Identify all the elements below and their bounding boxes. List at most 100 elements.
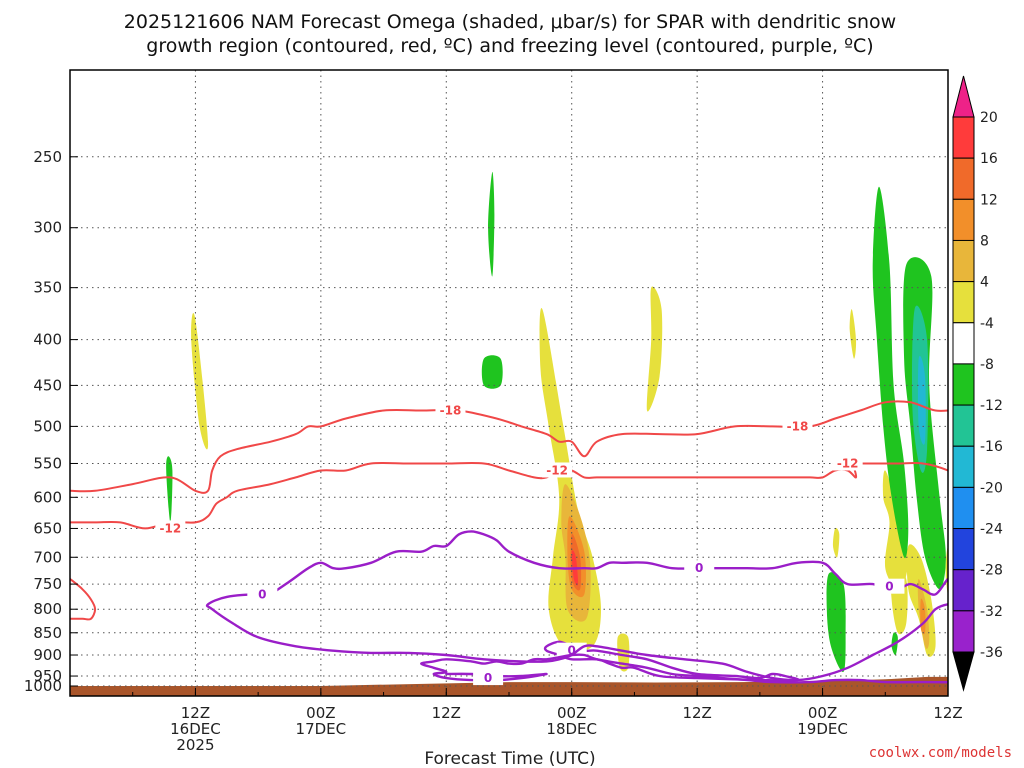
y-tick-label: 250 bbox=[33, 148, 62, 166]
colorbar-label: -12 bbox=[980, 398, 1003, 414]
y-tick-label: 450 bbox=[33, 376, 62, 394]
dendritic-contour-1 bbox=[70, 461, 948, 530]
colorbar-box-4 bbox=[952, 281, 975, 324]
credit-text: coolwx.com/models bbox=[869, 745, 1012, 761]
colorbar-box-5 bbox=[952, 322, 975, 365]
colorbar-label: -4 bbox=[980, 316, 994, 332]
terrain-fill bbox=[70, 676, 948, 696]
x-tick-label: 17DEC bbox=[296, 720, 347, 738]
omega-area-15 bbox=[890, 556, 908, 635]
y-tick-label: 700 bbox=[33, 548, 62, 566]
colorbar-label: 4 bbox=[980, 275, 989, 291]
colorbar-label: -8 bbox=[980, 357, 994, 373]
omega-area-2 bbox=[488, 171, 495, 277]
freezing-label-bg bbox=[247, 586, 278, 602]
colorbar-box-2 bbox=[952, 198, 975, 241]
colorbar-box-10 bbox=[952, 528, 975, 571]
colorbar-box-9 bbox=[952, 486, 975, 530]
terrain-layer bbox=[70, 676, 948, 696]
colorbar-box-12 bbox=[952, 610, 975, 653]
colorbar-box-1 bbox=[952, 157, 975, 200]
y-tick-label: 350 bbox=[33, 279, 62, 297]
freezing-contour-2 bbox=[205, 593, 948, 682]
colorbar-top-arrow bbox=[952, 75, 975, 118]
omega-shading-layer bbox=[166, 171, 948, 673]
y-tick-label: 750 bbox=[33, 575, 62, 593]
colorbar: 20 16 12 8 4 -4 -8 -12 -16 -20 -24 -28 -32 -36 bbox=[952, 75, 1003, 692]
chart-title-line2: growth region (contoured, red, ºC) and f… bbox=[146, 35, 873, 57]
y-tick-label: 950 bbox=[33, 667, 62, 685]
dendritic-label-bg bbox=[832, 455, 863, 471]
omega-area-0 bbox=[191, 313, 209, 450]
colorbar-box-7 bbox=[952, 404, 975, 447]
y-tick-label: 400 bbox=[33, 331, 62, 349]
x-tick-label: 00Z bbox=[557, 704, 586, 722]
y-tick-label: 900 bbox=[33, 646, 62, 664]
dendritic-contour-0 bbox=[70, 400, 948, 494]
y-tick-label: 500 bbox=[33, 417, 62, 435]
freezing-label-bg bbox=[684, 560, 715, 576]
colorbar-box-8 bbox=[952, 445, 975, 488]
colorbar-label: 16 bbox=[980, 151, 998, 167]
colorbar-box-0 bbox=[952, 116, 975, 159]
dendritic-label-bg bbox=[155, 520, 186, 536]
y-tick-label: 300 bbox=[33, 219, 62, 237]
omega-area-12 bbox=[832, 527, 840, 558]
y-tick-label: 650 bbox=[33, 519, 62, 537]
omega-area-14 bbox=[882, 470, 909, 590]
freezing-label-bg bbox=[473, 670, 504, 686]
omega-area-11 bbox=[849, 309, 857, 359]
dendritic-contour-label: -12 bbox=[837, 456, 859, 470]
colorbar-label: -28 bbox=[980, 563, 1003, 579]
colorbar-label: -36 bbox=[980, 645, 1003, 661]
dendritic-contour-label: -12 bbox=[159, 521, 181, 535]
x-tick-label: 2025 bbox=[176, 736, 214, 754]
omega-area-1 bbox=[166, 456, 173, 523]
omega-area-9 bbox=[617, 633, 630, 672]
colorbar-label: -20 bbox=[980, 480, 1003, 496]
colorbar-label: 12 bbox=[980, 192, 998, 208]
omega-area-10 bbox=[646, 286, 663, 412]
y-tick-label: 1000 bbox=[24, 677, 62, 695]
x-tick-label: 18DEC bbox=[546, 720, 597, 738]
freezing-contour-label: 0 bbox=[484, 671, 492, 685]
x-tick-label: 19DEC bbox=[797, 720, 848, 738]
freezing-contour-label: 0 bbox=[568, 644, 576, 658]
colorbar-bottom-arrow bbox=[952, 651, 975, 692]
y-tick-label: 550 bbox=[33, 454, 62, 472]
dendritic-contour-label: -18 bbox=[440, 404, 462, 418]
omega-area-20 bbox=[917, 355, 926, 445]
x-tick-label: 12Z bbox=[933, 704, 962, 722]
dendritic-label-bg bbox=[542, 462, 573, 478]
freezing-level-contours: 0 0 0 0 0 bbox=[205, 530, 948, 686]
colorbar-box-11 bbox=[952, 569, 975, 612]
y-tick-label: 800 bbox=[33, 600, 62, 618]
chart-title-line1: 2025121606 NAM Forecast Omega (shaded, μ… bbox=[124, 11, 896, 33]
y-tick-label: 600 bbox=[33, 488, 62, 506]
freezing-contour-3 bbox=[269, 530, 948, 596]
x-tick-label: 00Z bbox=[306, 704, 335, 722]
colorbar-label: 8 bbox=[980, 233, 989, 249]
colorbar-box-6 bbox=[952, 363, 975, 406]
colorbar-label: -32 bbox=[980, 604, 1003, 620]
colorbar-label: -16 bbox=[980, 439, 1003, 455]
omega-area-3 bbox=[481, 355, 503, 389]
colorbar-box-3 bbox=[952, 239, 975, 283]
x-tick-label: 00Z bbox=[808, 704, 837, 722]
dendritic-contours: -18 -18 -12 -12 -12 bbox=[70, 400, 948, 621]
freezing-contour-label: 0 bbox=[695, 561, 703, 575]
x-axis-title: Forecast Time (UTC) bbox=[424, 749, 595, 768]
dendritic-label-bg bbox=[435, 402, 466, 418]
omega-area-13 bbox=[826, 572, 846, 673]
dendritic-contour-label: -18 bbox=[787, 419, 809, 433]
freezing-contour-label: 0 bbox=[258, 587, 266, 601]
y-tick-label: 850 bbox=[33, 624, 62, 642]
freezing-contour-label: 0 bbox=[885, 580, 893, 594]
colorbar-label: 20 bbox=[980, 110, 998, 126]
x-tick-label: 12Z bbox=[682, 704, 711, 722]
dendritic-contour-label: -12 bbox=[546, 463, 568, 477]
x-tick-label: 12Z bbox=[432, 704, 461, 722]
dendritic-contour-2 bbox=[70, 577, 97, 621]
